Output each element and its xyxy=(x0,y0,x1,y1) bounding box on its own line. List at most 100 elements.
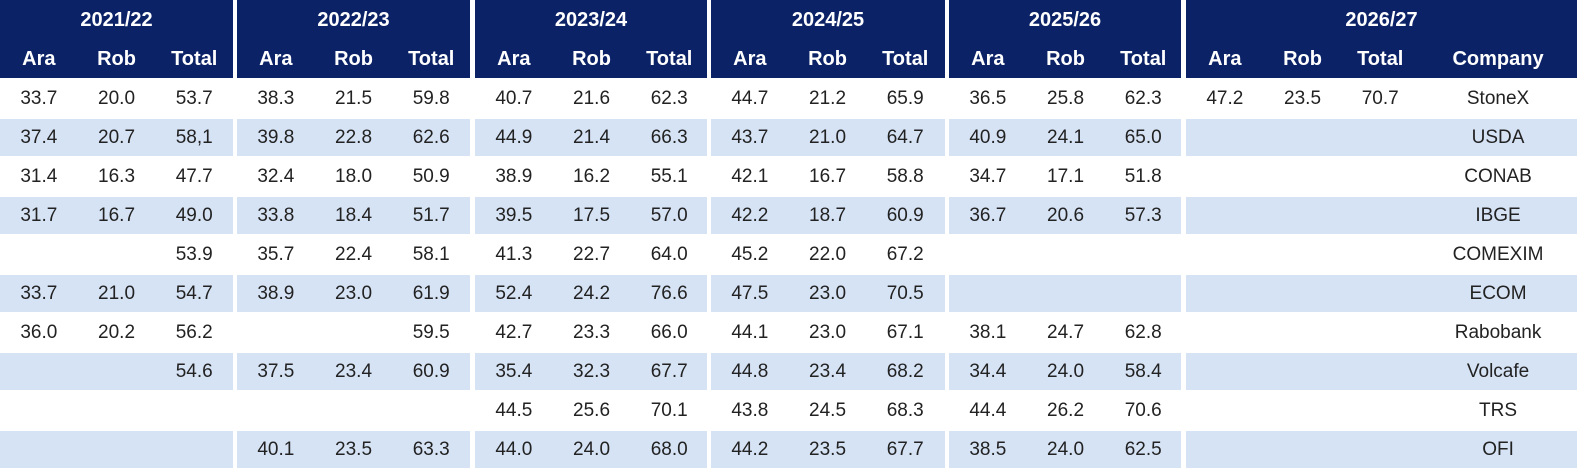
company-name: Volcafe xyxy=(1466,360,1530,382)
cell: 20.7 xyxy=(98,126,136,148)
cell: 47.2 xyxy=(1206,87,1244,109)
cell: 53.7 xyxy=(175,87,213,109)
row-band xyxy=(1186,431,1577,468)
cell: 16.2 xyxy=(573,165,611,187)
cell: 68.0 xyxy=(650,438,688,460)
cell: 43.8 xyxy=(731,399,769,421)
column-header: Total xyxy=(171,47,218,70)
cell: 76.6 xyxy=(650,282,688,304)
cell: 24.0 xyxy=(1047,438,1085,460)
cell: 21.2 xyxy=(809,87,847,109)
cell: 23.0 xyxy=(809,321,847,343)
cell: 67.7 xyxy=(650,360,688,382)
row-band xyxy=(475,275,707,312)
row-band xyxy=(475,119,707,156)
header-band xyxy=(475,0,707,78)
row-band xyxy=(711,197,945,234)
cell: 40.9 xyxy=(969,126,1007,148)
cell: 23.5 xyxy=(809,438,847,460)
cell: 51.8 xyxy=(1124,165,1162,187)
column-header: Ara xyxy=(22,47,56,70)
cell: 62.3 xyxy=(1124,87,1162,109)
row-band xyxy=(711,119,945,156)
cell: 21.0 xyxy=(809,126,847,148)
cell: 42.7 xyxy=(495,321,533,343)
header-band xyxy=(237,0,470,78)
cell: 55.1 xyxy=(650,165,688,187)
cell: 31.7 xyxy=(20,204,58,226)
cell: 56.2 xyxy=(175,321,213,343)
cell: 38.3 xyxy=(257,87,295,109)
cell: 44.9 xyxy=(495,126,533,148)
cell: 62.8 xyxy=(1124,321,1162,343)
column-header: Ara xyxy=(497,47,531,70)
cell: 44.0 xyxy=(495,438,533,460)
cell: 22.0 xyxy=(809,243,847,265)
cell: 22.8 xyxy=(335,126,373,148)
cell: 24.5 xyxy=(809,399,847,421)
row-band xyxy=(949,197,1181,234)
cell: 42.2 xyxy=(731,204,769,226)
cell: 44.8 xyxy=(731,360,769,382)
cell: 16.7 xyxy=(98,204,136,226)
cell: 65.9 xyxy=(886,87,924,109)
column-header: Rob xyxy=(1046,47,1085,70)
cell: 20.2 xyxy=(98,321,136,343)
cell: 34.4 xyxy=(969,360,1007,382)
company-name: TRS xyxy=(1479,399,1518,421)
row-band xyxy=(711,353,945,390)
column-header: Total xyxy=(1357,47,1404,70)
cell: 70.1 xyxy=(650,399,688,421)
cell: 36.0 xyxy=(20,321,58,343)
cell: 67.2 xyxy=(886,243,924,265)
row-band xyxy=(237,119,470,156)
row-band xyxy=(1186,119,1577,156)
cell: 39.8 xyxy=(257,126,295,148)
cell: 36.5 xyxy=(969,87,1007,109)
cell: 60.9 xyxy=(886,204,924,226)
cell: 16.7 xyxy=(809,165,847,187)
cell: 22.7 xyxy=(573,243,611,265)
company-name: ECOM xyxy=(1469,282,1527,304)
cell: 44.1 xyxy=(731,321,769,343)
cell: 24.1 xyxy=(1047,126,1085,148)
cell: 70.7 xyxy=(1361,87,1399,109)
column-header: Ara xyxy=(259,47,293,70)
row-band xyxy=(0,275,233,312)
header-band xyxy=(949,0,1181,78)
cell: 31.4 xyxy=(20,165,58,187)
cell: 43.7 xyxy=(731,126,769,148)
row-band xyxy=(949,275,1181,312)
cell: 20.0 xyxy=(98,87,136,109)
cell: 23.4 xyxy=(335,360,373,382)
row-band xyxy=(475,431,707,468)
row-band xyxy=(237,197,470,234)
cell: 64.7 xyxy=(886,126,924,148)
row-band xyxy=(1186,353,1577,390)
cell: 41.3 xyxy=(495,243,533,265)
header-band xyxy=(0,0,233,78)
cell: 21.4 xyxy=(573,126,611,148)
group-header: 2026/27 xyxy=(1345,8,1418,31)
column-header: Total xyxy=(646,47,693,70)
cell: 23.0 xyxy=(809,282,847,304)
column-header: Company xyxy=(1452,47,1544,70)
cell: 38.5 xyxy=(969,438,1007,460)
row-band xyxy=(475,197,707,234)
cell: 22.4 xyxy=(335,243,373,265)
cell: 44.2 xyxy=(731,438,769,460)
company-name: CONAB xyxy=(1464,165,1532,187)
cell: 70.5 xyxy=(886,282,924,304)
cell: 23.4 xyxy=(809,360,847,382)
cell: 70.6 xyxy=(1124,399,1162,421)
company-name: StoneX xyxy=(1466,87,1530,109)
cell: 54.7 xyxy=(175,282,213,304)
cell: 38.9 xyxy=(257,282,295,304)
cell: 24.0 xyxy=(573,438,611,460)
cell: 32.3 xyxy=(573,360,611,382)
cell: 21.0 xyxy=(98,282,136,304)
cell: 60.9 xyxy=(412,360,450,382)
column-header: Ara xyxy=(1208,47,1242,70)
cell: 58.8 xyxy=(886,165,924,187)
